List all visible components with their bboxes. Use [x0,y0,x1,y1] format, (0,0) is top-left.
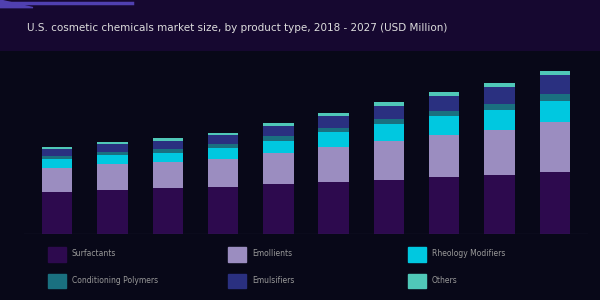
Bar [408,274,426,288]
Bar [97,155,128,164]
Bar [152,140,183,149]
Bar [319,147,349,182]
Bar [152,149,183,153]
Bar [484,175,515,234]
Bar [263,153,293,184]
Bar [408,247,426,262]
Bar [484,130,515,175]
Bar [208,145,238,148]
Bar [42,168,73,192]
Text: Surfactants: Surfactants [72,249,116,258]
Bar [152,153,183,162]
Bar [152,188,183,234]
Bar [263,140,293,153]
Text: Rheology Modifiers: Rheology Modifiers [432,249,505,258]
Text: Others: Others [432,276,458,285]
Bar [429,96,460,111]
Bar [429,178,460,234]
Bar [42,156,73,159]
Bar [319,116,349,128]
Bar [374,141,404,180]
Bar [429,135,460,178]
Bar [228,274,246,288]
Bar [97,164,128,190]
Bar [374,106,404,119]
Bar [484,110,515,130]
Bar [539,172,570,234]
Bar [429,111,460,116]
Bar [539,75,570,94]
Bar [319,182,349,234]
Bar [374,119,404,124]
Bar [48,274,66,288]
Bar [319,132,349,147]
Bar [319,128,349,132]
Bar [42,159,73,168]
Text: Emollients: Emollients [252,249,292,258]
Bar [429,116,460,135]
Text: U.S. cosmetic chemicals market size, by product type, 2018 - 2027 (USD Million): U.S. cosmetic chemicals market size, by … [27,23,448,33]
Bar [539,122,570,172]
Bar [208,159,238,187]
Bar [484,104,515,110]
Bar [539,70,570,75]
Bar [374,124,404,141]
Bar [152,138,183,140]
Bar [97,142,128,144]
Bar [429,92,460,96]
Bar [42,147,73,149]
Bar [42,149,73,156]
Bar [263,123,293,126]
Bar [208,187,238,234]
Bar [263,136,293,140]
Bar [97,144,128,152]
Bar [374,102,404,106]
Bar [484,83,515,87]
Bar [152,162,183,188]
Bar [42,192,73,234]
Bar [539,100,570,122]
Bar [48,247,66,262]
Polygon shape [0,0,33,8]
Bar [263,126,293,136]
Text: Emulsifiers: Emulsifiers [252,276,295,285]
Bar [97,190,128,234]
Bar [484,87,515,104]
Bar [208,135,238,145]
Bar [319,113,349,116]
Bar [208,133,238,135]
Bar [539,94,570,101]
Bar [228,247,246,262]
Bar [97,152,128,155]
Bar [374,180,404,234]
Bar [263,184,293,234]
Text: Conditioning Polymers: Conditioning Polymers [72,276,158,285]
Bar [208,148,238,159]
